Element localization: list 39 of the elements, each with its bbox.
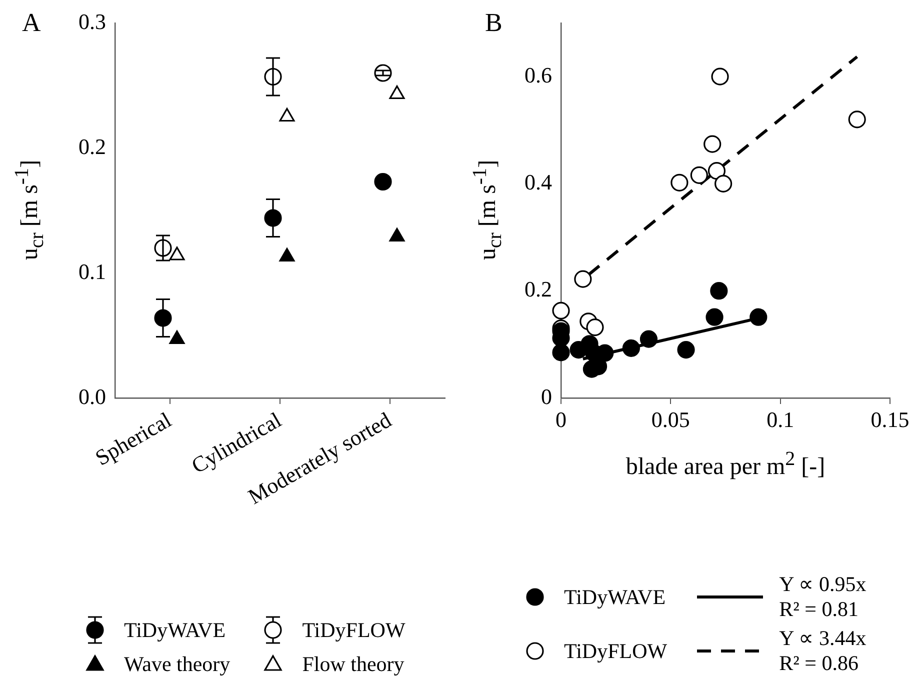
legend-label: TiDyFLOW: [302, 618, 406, 642]
legend-label: Wave theory: [124, 652, 230, 676]
point: [670, 174, 688, 192]
y-tick-label: 0.0: [78, 384, 106, 409]
legend-label: TiDyFLOW: [564, 638, 668, 664]
x-tick-label: 0.1: [766, 406, 794, 432]
point: [622, 339, 640, 357]
point: [704, 135, 722, 153]
chart-title: B: [485, 8, 502, 38]
point: [586, 318, 604, 336]
legend-label: TiDyWAVE: [124, 618, 226, 642]
legend-label: TiDyWAVE: [564, 584, 666, 610]
point: [708, 162, 726, 180]
x-tick-label: 0.05: [651, 406, 690, 432]
legend-label: Flow theory: [302, 652, 404, 676]
point: [711, 68, 729, 86]
point: [574, 270, 592, 288]
y-tick-label: 0: [541, 384, 552, 409]
y-tick-label: 0.2: [78, 134, 106, 159]
x-axis-title: blade area per m$^{2}$ [-]: [626, 448, 826, 481]
point: [690, 166, 708, 184]
y-tick-label: 0.4: [524, 169, 552, 194]
y-tick-label: 0.2: [524, 276, 552, 302]
point: [710, 282, 728, 300]
legend-label: Y ∝ 0.95x R² = 0.81: [779, 572, 868, 622]
point: [706, 308, 724, 326]
y-tick-label: 0.1: [78, 258, 106, 284]
chart-title: A: [22, 8, 41, 38]
point: [750, 308, 768, 326]
point: [677, 340, 695, 359]
y-tick-label: 0.6: [524, 62, 552, 88]
point: [552, 344, 570, 362]
point: [640, 330, 658, 348]
point: [552, 302, 570, 320]
x-tick-label: 0.15: [870, 406, 910, 432]
point: [848, 110, 866, 128]
y-tick-label: 0.3: [78, 8, 106, 34]
legend-label: Y ∝ 3.44x R² = 0.86: [779, 626, 868, 676]
point: [714, 174, 732, 193]
